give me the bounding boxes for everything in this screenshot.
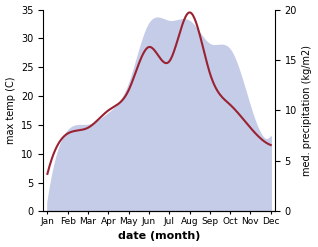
Y-axis label: med. precipitation (kg/m2): med. precipitation (kg/m2) (302, 45, 313, 176)
Y-axis label: max temp (C): max temp (C) (5, 77, 16, 144)
X-axis label: date (month): date (month) (118, 231, 200, 242)
